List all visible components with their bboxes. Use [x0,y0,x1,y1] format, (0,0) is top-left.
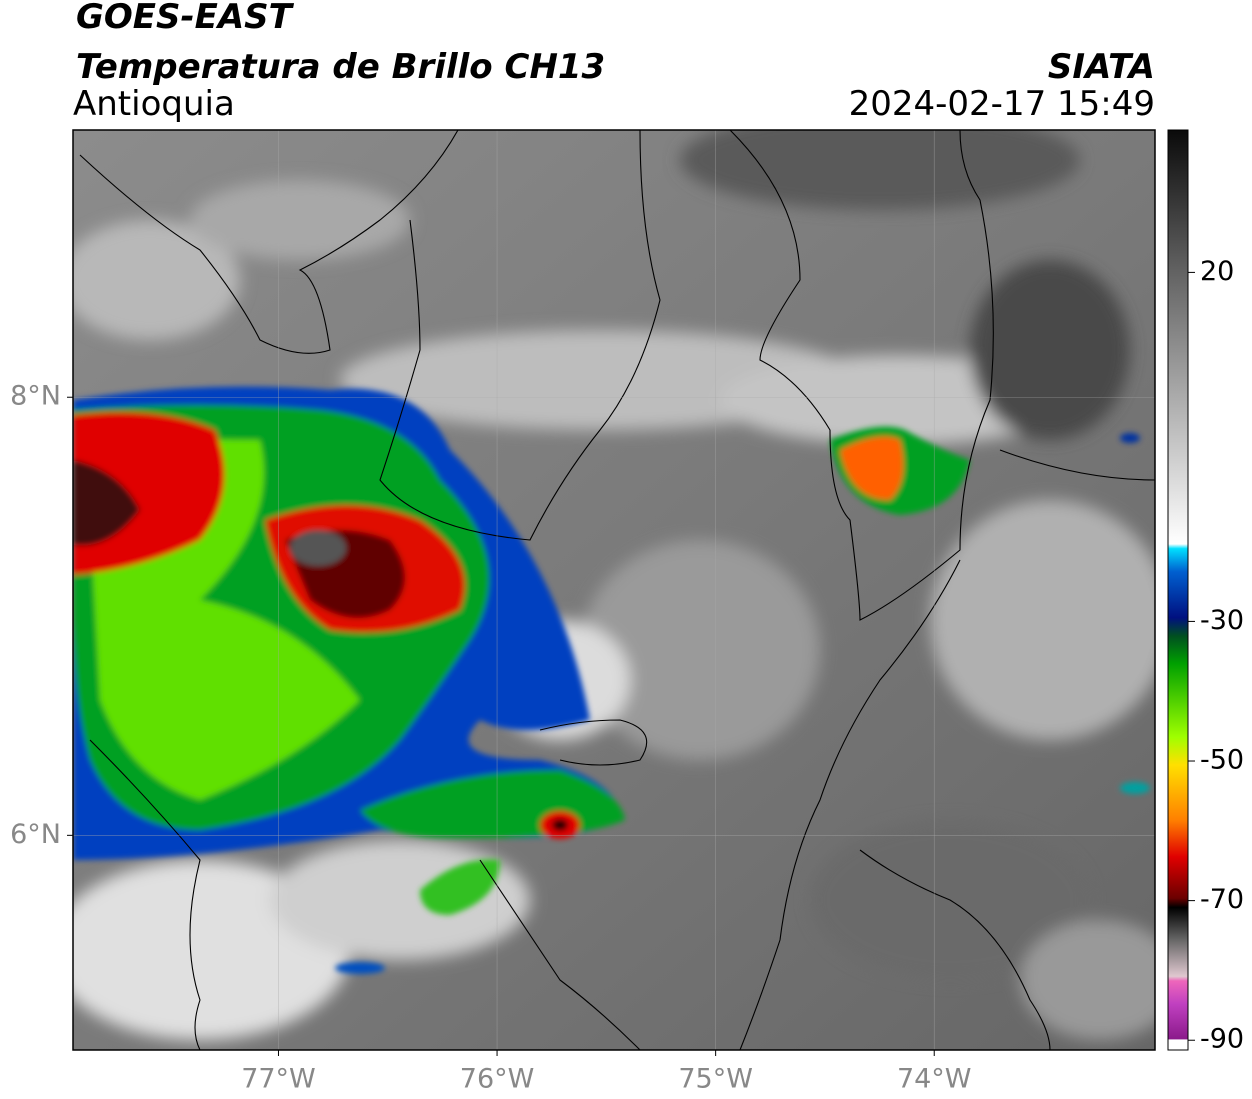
source: SIATA [1048,47,1155,87]
datetime: 2024-02-17 15:49 [849,84,1155,124]
borders [79,130,1155,1050]
y-tick-label: 8°N [10,381,61,412]
x-tick-label: 77°W [241,1064,316,1095]
storm-cells [73,386,1150,974]
subtitle: Temperatura de Brillo CH13 [76,47,605,87]
x-tick-label: 74°W [897,1064,972,1095]
x-tick-label: 76°W [460,1064,535,1095]
colorbar-tick-label: -70 [1200,884,1244,915]
x-tick-label: 75°W [678,1064,753,1095]
colorbar-tick-label: -50 [1200,745,1244,776]
y-tick-label: 6°N [10,819,61,850]
region: Antioquia [73,84,235,124]
colorbar-tick-label: -90 [1200,1024,1244,1055]
colorbar-tick-label: -30 [1200,605,1244,636]
map-frame [72,129,1156,1051]
grid [73,130,1155,1050]
title: GOES-EAST [76,0,295,37]
cloud-texture [73,130,1155,1040]
colorbar-tick-label: 20 [1200,256,1234,287]
colorbar [1167,129,1189,1051]
map-image [73,130,1155,1050]
